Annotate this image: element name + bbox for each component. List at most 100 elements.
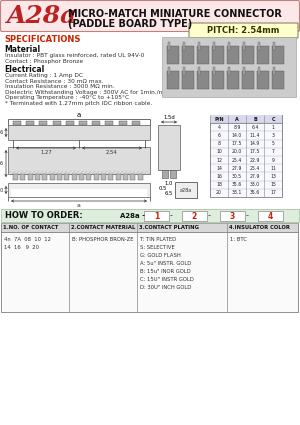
Bar: [182, 71, 194, 89]
Text: 14: 14: [216, 166, 222, 171]
Bar: [132, 121, 140, 125]
Text: -: -: [245, 212, 248, 221]
Text: 14.0: 14.0: [232, 133, 242, 138]
Text: T: TIN PLATED: T: TIN PLATED: [140, 237, 176, 242]
Text: (PADDLE BOARD TYPE): (PADDLE BOARD TYPE): [68, 19, 192, 29]
Text: A28a -: A28a -: [120, 212, 145, 218]
Text: MICRO-MATCH MINIATURE CONNECTOR: MICRO-MATCH MINIATURE CONNECTOR: [68, 9, 282, 19]
Text: 1: 1: [272, 125, 274, 130]
Text: Contact Resistance : 30 mΩ max.: Contact Resistance : 30 mΩ max.: [5, 79, 103, 83]
Text: B: B: [253, 116, 257, 122]
Text: 14.9: 14.9: [250, 141, 260, 146]
Text: 1.6: 1.6: [0, 130, 4, 135]
Text: Contact : Phosphor Bronze: Contact : Phosphor Bronze: [5, 59, 83, 64]
Bar: [213, 42, 215, 50]
Bar: [182, 46, 194, 64]
Bar: [66, 121, 74, 125]
Bar: [257, 46, 269, 64]
Text: G: GOLD FLASH: G: GOLD FLASH: [140, 253, 181, 258]
Bar: [64, 174, 70, 180]
Bar: [35, 174, 40, 180]
Text: 22.9: 22.9: [250, 158, 260, 163]
Bar: [57, 174, 62, 180]
Bar: [144, 211, 169, 221]
Text: 38.1: 38.1: [232, 190, 242, 196]
Bar: [243, 67, 245, 75]
Bar: [20, 174, 26, 180]
Text: 1: 1: [154, 212, 159, 221]
Bar: [168, 67, 170, 75]
Text: C: 15U" INSTR GOLD: C: 15U" INSTR GOLD: [140, 277, 194, 282]
Text: 1.27: 1.27: [40, 150, 52, 155]
Bar: [168, 42, 170, 50]
Bar: [257, 71, 269, 89]
Bar: [228, 42, 230, 50]
Bar: [210, 115, 282, 197]
Text: 6: 6: [218, 133, 220, 138]
Bar: [123, 174, 128, 180]
Bar: [1, 209, 299, 222]
Text: 6.5: 6.5: [165, 191, 173, 196]
Text: Insulator : PBT glass reinforced, rated UL 94V-0: Insulator : PBT glass reinforced, rated …: [5, 53, 144, 58]
Bar: [162, 170, 168, 178]
Text: 6.4: 6.4: [251, 125, 259, 130]
Text: 35.6: 35.6: [232, 182, 242, 187]
Bar: [13, 174, 18, 180]
Bar: [79, 121, 87, 125]
Text: 4.0: 4.0: [0, 187, 4, 193]
Bar: [242, 46, 254, 64]
Text: 12: 12: [216, 158, 222, 163]
Text: 4: 4: [218, 125, 220, 130]
Text: 30.5: 30.5: [232, 174, 242, 179]
Text: a: a: [77, 203, 81, 208]
Bar: [220, 211, 245, 221]
Text: Dielectric Withstanding Voltage : 300V AC for 1min./n: Dielectric Withstanding Voltage : 300V A…: [5, 90, 162, 94]
Bar: [86, 174, 92, 180]
Text: 17.5: 17.5: [250, 150, 260, 154]
Text: * Terminated with 1.27mm pitch IDC ribbon cable.: * Terminated with 1.27mm pitch IDC ribbo…: [5, 100, 152, 105]
Text: Material: Material: [4, 45, 40, 54]
Bar: [138, 174, 143, 180]
Text: 3.6: 3.6: [0, 161, 4, 166]
Text: 0.5: 0.5: [159, 186, 167, 191]
Bar: [170, 170, 176, 178]
Bar: [212, 46, 224, 64]
Bar: [94, 174, 99, 180]
Bar: [92, 121, 100, 125]
Bar: [8, 147, 150, 174]
Text: 3.CONTACT PLATING: 3.CONTACT PLATING: [139, 225, 199, 230]
Bar: [212, 71, 224, 89]
Text: 1: BTC: 1: BTC: [230, 237, 247, 242]
Text: 13: 13: [270, 174, 276, 179]
Bar: [28, 174, 33, 180]
Text: 17: 17: [270, 190, 276, 196]
Text: Insulation Resistance : 3000 MΩ min.: Insulation Resistance : 3000 MΩ min.: [5, 84, 115, 89]
Text: D: 30U" INCH GOLD: D: 30U" INCH GOLD: [140, 285, 191, 290]
Bar: [118, 121, 127, 125]
Text: Operating Temperature : -40°C to +105°C: Operating Temperature : -40°C to +105°C: [5, 95, 129, 100]
Bar: [11, 189, 147, 197]
Text: 8: 8: [218, 141, 220, 146]
Bar: [162, 37, 296, 97]
Bar: [227, 46, 239, 64]
Text: 25.4: 25.4: [250, 166, 260, 171]
Text: -: -: [208, 212, 211, 221]
Bar: [13, 121, 21, 125]
Text: 35.6: 35.6: [250, 190, 260, 196]
Text: 11.4: 11.4: [250, 133, 260, 138]
Bar: [105, 121, 113, 125]
Bar: [50, 174, 55, 180]
Text: B: 15u" INOR GOLD: B: 15u" INOR GOLD: [140, 269, 190, 274]
Text: 20: 20: [216, 190, 222, 196]
Bar: [108, 174, 113, 180]
Text: 9: 9: [272, 158, 274, 163]
Bar: [272, 71, 284, 89]
Bar: [258, 67, 260, 75]
Bar: [197, 46, 209, 64]
Bar: [197, 71, 209, 89]
Text: 1.0: 1.0: [165, 181, 173, 186]
Text: a28a: a28a: [180, 187, 192, 193]
Bar: [158, 125, 180, 170]
Text: 4n  7A  08  10  12: 4n 7A 08 10 12: [4, 237, 51, 242]
Text: 11: 11: [270, 166, 276, 171]
